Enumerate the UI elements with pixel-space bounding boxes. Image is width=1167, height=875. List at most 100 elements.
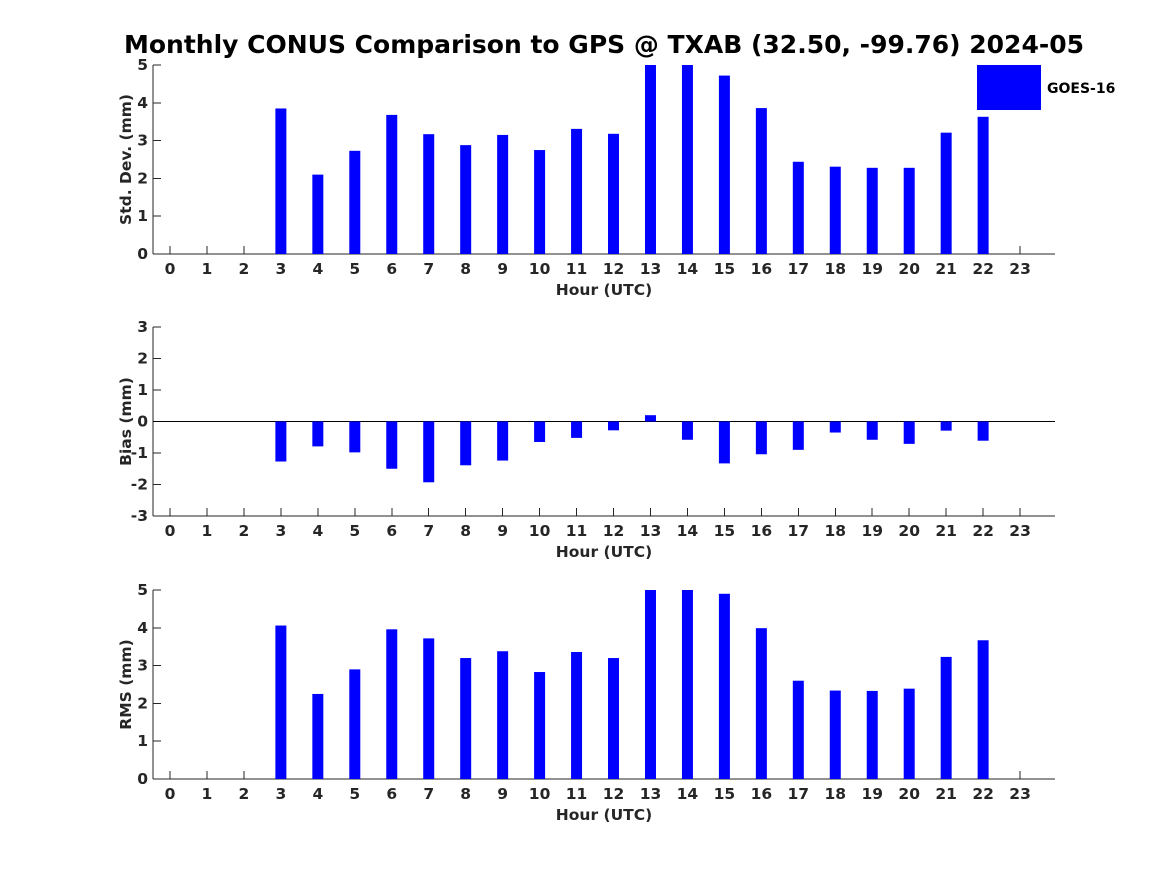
x-tick-label: 0	[165, 522, 176, 540]
x-tick-label: 11	[566, 522, 588, 540]
y-tick-label: 1	[137, 207, 148, 225]
y-axis-label: RMS (mm)	[117, 639, 135, 729]
x-tick-label: 18	[824, 260, 846, 278]
x-tick-label: 12	[603, 522, 625, 540]
x-tick-label: 22	[972, 260, 994, 278]
y-tick-label: 2	[137, 350, 148, 368]
bar-hour-19	[866, 690, 878, 779]
x-tick-label: 6	[386, 785, 397, 803]
x-tick-label: 2	[239, 260, 250, 278]
x-tick-label: 3	[275, 522, 286, 540]
y-tick-label: -2	[131, 476, 148, 494]
x-tick-label: 3	[275, 785, 286, 803]
x-tick-label: 1	[202, 260, 213, 278]
bar-hour-4	[312, 174, 324, 254]
bar-hour-12	[608, 658, 620, 779]
x-tick-label: 19	[861, 522, 883, 540]
bar-hour-15	[718, 421, 730, 464]
bar-hour-3	[275, 421, 287, 462]
x-axis-label: Hour (UTC)	[556, 806, 652, 824]
bar-hour-14	[681, 421, 693, 440]
bar-hour-19	[866, 421, 878, 440]
x-tick-label: 7	[423, 785, 434, 803]
x-tick-label: 1	[202, 785, 213, 803]
bar-hour-18	[829, 690, 841, 779]
x-tick-label: 7	[423, 522, 434, 540]
x-tick-label: 16	[751, 785, 773, 803]
y-axis-label: Bias (mm)	[117, 377, 135, 466]
bar-hour-18	[829, 421, 841, 433]
bar-hour-11	[571, 128, 583, 254]
bar-hour-15	[718, 593, 730, 779]
bar-hour-8	[460, 658, 472, 779]
bar-hour-7	[423, 421, 435, 483]
x-tick-label: 23	[1009, 522, 1031, 540]
bar-hour-12	[608, 421, 620, 431]
legend-label-goes16: GOES-16	[1047, 81, 1115, 97]
y-tick-label: 3	[137, 132, 148, 150]
y-tick-label: 1	[137, 732, 148, 750]
bar-hour-8	[460, 145, 472, 254]
legend-swatch-goes16	[977, 65, 1041, 110]
bar-hour-6	[386, 629, 398, 779]
x-tick-label: 9	[497, 785, 508, 803]
x-tick-label: 13	[640, 785, 662, 803]
y-tick-label: -1	[131, 444, 148, 462]
bar-hour-21	[940, 656, 952, 779]
x-tick-label: 18	[824, 522, 846, 540]
x-tick-label: 13	[640, 522, 662, 540]
x-tick-label: 12	[603, 785, 625, 803]
x-tick-label: 6	[386, 522, 397, 540]
x-axis-label: Hour (UTC)	[556, 281, 652, 299]
x-tick-label: 0	[165, 785, 176, 803]
bar-hour-14	[681, 65, 693, 254]
bar-hour-11	[571, 421, 583, 438]
x-tick-label: 12	[603, 260, 625, 278]
x-tick-label: 10	[529, 260, 551, 278]
bar-hour-16	[755, 628, 767, 779]
y-tick-label: 3	[137, 657, 148, 675]
y-tick-label: -3	[131, 507, 148, 525]
x-tick-label: 17	[788, 785, 810, 803]
x-tick-label: 11	[566, 260, 588, 278]
x-tick-label: 7	[423, 260, 434, 278]
bar-hour-6	[386, 114, 398, 255]
bar-hour-17	[792, 421, 804, 450]
x-tick-label: 23	[1009, 785, 1031, 803]
bar-hour-5	[349, 150, 361, 254]
x-tick-label: 15	[714, 260, 736, 278]
x-tick-label: 19	[861, 785, 883, 803]
y-tick-label: 0	[137, 413, 148, 431]
x-tick-label: 21	[935, 785, 957, 803]
x-tick-label: 0	[165, 260, 176, 278]
y-tick-label: 0	[137, 245, 148, 263]
bar-hour-13	[644, 590, 656, 779]
y-tick-label: 4	[137, 619, 148, 637]
bar-hour-9	[497, 134, 509, 254]
y-tick-label: 5	[137, 581, 148, 599]
x-tick-label: 20	[898, 522, 920, 540]
x-tick-label: 14	[677, 522, 699, 540]
x-tick-label: 20	[898, 260, 920, 278]
x-tick-label: 3	[275, 260, 286, 278]
x-tick-label: 6	[386, 260, 397, 278]
bar-hour-10	[534, 150, 546, 254]
legend: GOES-16	[977, 65, 1115, 110]
bar-hour-13	[644, 65, 656, 254]
x-tick-label: 21	[935, 522, 957, 540]
bar-hour-20	[903, 421, 915, 444]
y-tick-label: 5	[137, 56, 148, 74]
x-tick-label: 2	[239, 522, 250, 540]
x-tick-label: 22	[972, 522, 994, 540]
bar-hour-3	[275, 108, 287, 254]
x-tick-label: 18	[824, 785, 846, 803]
bar-hour-15	[718, 75, 730, 254]
bar-hour-10	[534, 672, 546, 779]
x-tick-label: 17	[788, 522, 810, 540]
y-tick-label: 2	[137, 694, 148, 712]
x-tick-label: 5	[349, 522, 360, 540]
y-tick-label: 2	[137, 169, 148, 187]
